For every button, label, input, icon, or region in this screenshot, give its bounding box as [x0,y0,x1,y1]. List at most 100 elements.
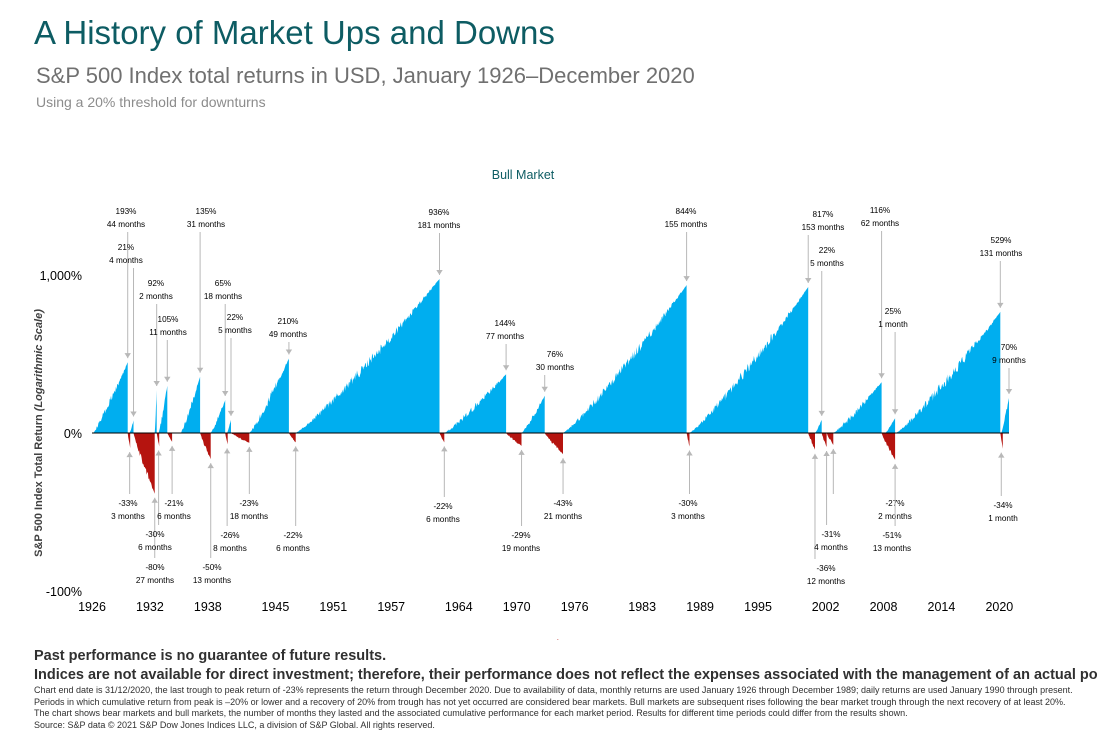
bull-return-label: 936% [429,208,450,217]
bear-return-label: -51% [882,531,901,540]
annotation-arrowhead [502,365,510,371]
annotation-arrowhead [811,453,819,459]
annotation-arrowhead [891,409,899,415]
bear-market-area [167,433,173,442]
x-tick-label: 1964 [445,600,473,614]
y-tick-label: -100% [46,585,82,599]
annotation-arrowhead [805,277,812,283]
footnote-definitions: Periods in which cumulative return from … [34,696,1066,707]
bull-duration-label: 155 months [665,220,708,229]
bull-duration-label: 30 months [536,363,574,372]
bear-duration-label: 19 months [502,544,540,553]
bear-market-area [231,433,250,443]
bull-duration-label: 5 months [810,259,844,268]
bull-duration-label: 49 months [269,330,307,339]
bull-market-area [689,287,809,433]
bear-return-label: -34% [993,501,1012,510]
annotation-arrowhead [227,410,235,416]
x-tick-label: 1995 [744,600,772,614]
annotation-arrowhead [998,452,1005,458]
y-tick-label: 1,000% [40,269,82,283]
bull-duration-label: 131 months [980,249,1023,258]
x-tick-label: 2008 [870,600,898,614]
annotation-arrowhead [878,373,885,379]
annotation-arrowhead [151,497,158,503]
x-tick-label: 2014 [928,600,956,614]
x-tick-label: 1938 [194,600,222,614]
bear-market-area [826,433,834,445]
bear-duration-label: 6 months [138,543,172,552]
bear-return-label: -23% [239,499,258,508]
bull-duration-label: 181 months [418,221,461,230]
bear-return-label: -33% [118,499,137,508]
bull-market-area [815,419,822,433]
annotation-arrowhead [196,367,204,373]
bear-return-label: -50% [202,563,221,572]
bull-return-label: 210% [278,317,299,326]
bull-return-label: 116% [870,206,890,215]
annotation-arrowhead [441,446,448,452]
bear-duration-label: 12 months [807,577,845,586]
annotation-arrowhead [222,391,229,397]
bull-market-label: Bull Market [492,168,555,182]
x-tick-label: 1932 [136,600,164,614]
footnote-source: Source: S&P data © 2021 S&P Dow Jones In… [34,719,435,730]
bear-market-area [1000,433,1003,449]
y-axis-label-text: S&P 500 Index Total Return [33,411,45,557]
bear-return-label: -29% [511,531,530,540]
bull-duration-label: 31 months [187,220,225,229]
footnotes: Chart end date is 31/12/2020, the last t… [34,685,1094,731]
annotation-arrowhead [818,410,825,416]
bear-duration-label: 6 months [276,544,310,553]
bear-market-area [288,433,296,443]
bear-return-label: -31% [821,530,840,539]
bear-duration-label: 3 months [111,512,145,521]
annotation-arrowhead [246,446,253,452]
bear-market-area [200,433,211,460]
bear-return-label: -22% [283,531,302,540]
annotation-arrowhead [130,411,137,417]
bull-market-area [295,279,440,433]
bull-market-area [154,390,157,433]
bull-market-area [158,385,168,433]
bull-market-area [521,395,545,433]
bear-duration-label: 6 months [157,512,191,521]
bull-return-label: 70% [1001,343,1017,352]
annotation-arrowhead [153,381,160,387]
annotation-arrowhead [285,349,293,355]
bear-return-label: -30% [145,530,164,539]
bull-return-label: 65% [215,279,231,288]
bull-market-area [180,376,201,433]
bull-duration-label: 18 months [204,292,242,301]
annotation-arrowhead [292,446,299,452]
bear-return-label: -43% [553,499,572,508]
bear-duration-label: 18 months [230,512,268,521]
bull-market-area [93,362,128,433]
bull-market-area [129,420,134,433]
bull-market-area [1001,398,1009,433]
bear-return-label: -30% [678,499,697,508]
disclaimer-indices: Indices are not available for direct inv… [34,667,1098,683]
bear-return-label: -36% [816,564,835,573]
annotation-arrowhead [1005,389,1013,395]
x-tick-label: 1989 [686,600,714,614]
bull-market-area [896,311,1001,433]
annotation-arrowhead [891,463,899,469]
bull-duration-label: 4 months [109,256,143,265]
bull-duration-label: 1 month [878,320,908,329]
bull-return-label: 529% [991,236,1012,245]
annotation-arrowhead [124,353,131,359]
annotation-arrowhead [518,449,525,455]
bear-market-area [439,433,445,443]
bear-market-area [544,433,563,455]
y-axis-label-note: (Logarithmic Scale) [33,309,45,411]
bull-return-label: 76% [547,350,563,359]
annotation-arrowhead [541,386,548,392]
bear-duration-label: 27 months [136,576,174,585]
annotation-arrowhead [207,463,214,469]
bull-duration-label: 77 months [486,332,524,341]
annotation-arrowhead [436,269,443,275]
footnote-description: The chart shows bear markets and bull ma… [34,708,908,719]
market-history-chart: 1,000% 0% -100% S&P 500 Index Total Return … [33,168,1026,640]
bear-duration-label: 3 months [671,512,705,521]
